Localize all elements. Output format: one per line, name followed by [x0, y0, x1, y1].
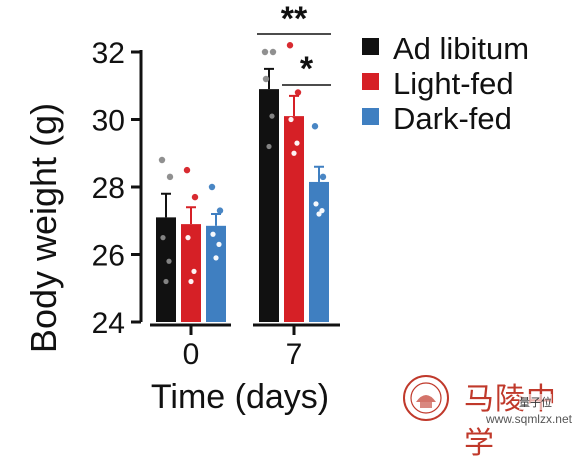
significance-label: *	[300, 50, 314, 88]
data-point	[163, 278, 169, 285]
legend-label: Dark-fed	[393, 101, 512, 136]
x-tick-label: 7	[286, 338, 303, 371]
bar	[284, 116, 304, 322]
watermark: 马陵中学 量子位 www.sqmlzx.net	[402, 372, 572, 461]
data-point	[269, 113, 275, 119]
legend-swatch	[362, 38, 379, 55]
legend-label: Ad libitum	[393, 31, 529, 66]
legend-swatch	[362, 73, 379, 90]
data-point	[313, 201, 319, 207]
bar	[259, 89, 279, 322]
data-point	[191, 193, 199, 201]
data-point	[208, 183, 216, 191]
data-point	[158, 156, 166, 164]
data-point	[213, 255, 219, 261]
data-point	[191, 268, 197, 274]
data-point	[319, 208, 325, 214]
seal-icon	[403, 375, 449, 421]
y-tick-label: 32	[92, 37, 125, 70]
legend-swatch	[362, 108, 379, 125]
data-point	[266, 143, 272, 150]
significance-label: **	[281, 0, 308, 38]
data-point	[216, 207, 224, 214]
significance-annotations: ***	[257, 0, 331, 88]
y-axis-label: Body weight (g)	[23, 103, 64, 353]
data-point	[294, 140, 300, 146]
x-tick-label: 0	[183, 338, 200, 371]
x-axis-label: Time (days)	[151, 378, 329, 416]
data-point	[166, 258, 172, 264]
y-tick-label: 28	[92, 172, 125, 205]
bar	[156, 217, 176, 322]
data-point	[160, 235, 166, 241]
data-point	[294, 89, 302, 96]
data-point	[188, 278, 194, 285]
data-point	[319, 173, 327, 181]
data-point	[269, 48, 277, 56]
data-point	[261, 48, 269, 56]
data-point	[210, 231, 216, 237]
watermark-url: www.sqmlzx.net	[485, 412, 572, 426]
y-tick-label: 26	[92, 240, 125, 273]
legend-label: Light-fed	[393, 66, 514, 101]
data-point	[183, 166, 191, 174]
data-point	[166, 173, 174, 181]
bar	[181, 224, 201, 322]
bar	[206, 225, 226, 322]
chart-points	[158, 42, 327, 285]
bar	[309, 181, 329, 322]
data-point	[262, 75, 270, 83]
data-point	[288, 116, 294, 123]
data-point	[311, 123, 319, 130]
data-point	[291, 150, 297, 156]
y-tick-label: 24	[92, 307, 125, 340]
chart-bars	[156, 67, 329, 322]
y-tick-label: 30	[92, 105, 125, 138]
data-point	[316, 211, 322, 217]
data-point	[286, 42, 294, 49]
data-point	[216, 241, 222, 247]
data-point	[185, 235, 191, 241]
chart-axes: 24 26 28 30 32 0 7	[92, 37, 340, 371]
watermark-tag: 量子位	[519, 394, 552, 410]
